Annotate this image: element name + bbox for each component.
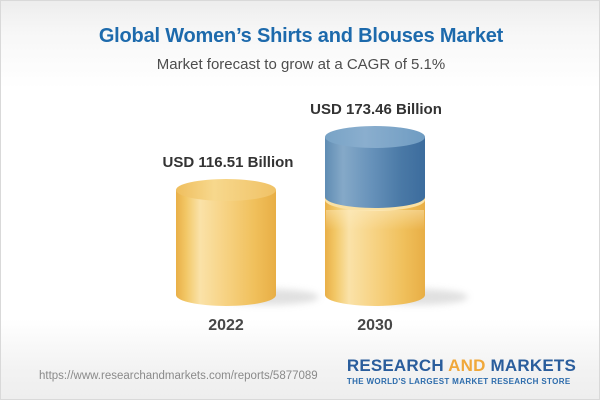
cylinder-2022 — [176, 179, 276, 306]
brand-logo-tagline: THE WORLD'S LARGEST MARKET RESEARCH STOR… — [346, 377, 571, 386]
bar-value-label-2022: USD 116.51 Billion — [162, 154, 294, 171]
page-title: Global Women’s Shirts and Blouses Market — [98, 25, 504, 47]
cylinder-2022-top — [176, 179, 276, 201]
logo-word-and: AND — [448, 356, 486, 375]
page-subtitle: Market forecast to grow at a CAGR of 5.1… — [156, 56, 446, 73]
cylinder-2022-body — [176, 190, 276, 295]
x-axis-label-2030: 2030 — [357, 317, 393, 334]
cylinder-2030-blue-top — [325, 126, 425, 148]
report-url-link[interactable]: https://www.researchandmarkets.com/repor… — [39, 370, 318, 382]
cylinder-2030 — [325, 126, 425, 306]
cylinder-2030-junction-shine — [326, 210, 424, 230]
brand-logo: RESEARCH AND MARKETS THE WORLD'S LARGEST… — [347, 356, 576, 386]
cylinder-chart-svg — [176, 126, 468, 306]
logo-word-research: RESEARCH — [346, 356, 444, 375]
x-axis-label-2022: 2022 — [208, 317, 244, 334]
brand-logo-wordmark: RESEARCH AND MARKETS — [347, 356, 576, 376]
footer: https://www.researchandmarkets.com/repor… — [1, 351, 599, 399]
logo-word-markets: MARKETS — [490, 356, 576, 375]
bar-value-label-2030: USD 173.46 Billion — [310, 101, 442, 118]
